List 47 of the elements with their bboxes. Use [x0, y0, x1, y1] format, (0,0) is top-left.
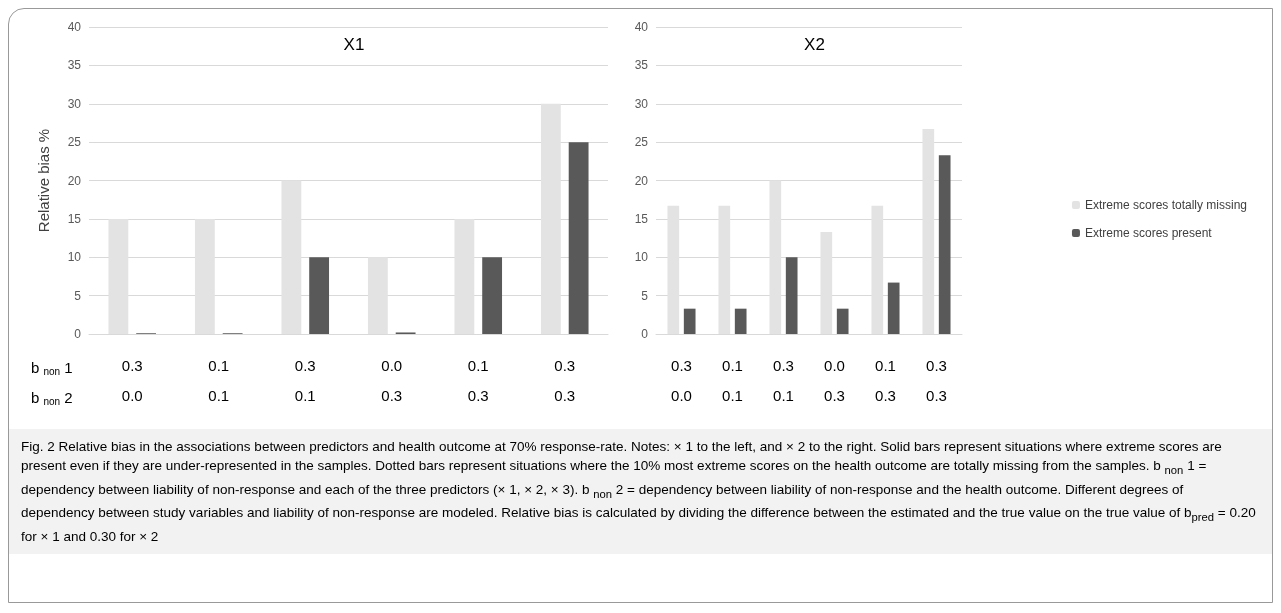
text: X1	[343, 35, 365, 54]
x-tick-label: 0.3 0.0	[671, 356, 692, 404]
x-tick-label: 0.0 0.3	[824, 356, 845, 404]
y-tick-label: 35	[67, 58, 82, 73]
y-tick-label: 5	[641, 288, 649, 303]
legend-label: Extreme scores present	[1084, 226, 1213, 240]
text: b non 1	[31, 359, 73, 377]
x-tick-label: 0.3 0.1	[773, 356, 794, 404]
x-tick-label: 0.1 0.3	[467, 356, 489, 404]
y-tick-label: 25	[67, 135, 82, 150]
y-tick-label: 20	[67, 173, 82, 188]
bar	[785, 257, 798, 334]
x-tick-label: 0.3 0.0	[121, 356, 143, 404]
bar	[938, 155, 951, 334]
x-tick-label: 0.3 0.1	[294, 356, 316, 404]
bar	[568, 142, 589, 334]
bar	[309, 257, 330, 334]
x-tick-label: 0.1 0.1	[722, 356, 743, 404]
bar	[683, 308, 696, 334]
y-tick-label: 30	[634, 96, 649, 111]
y-tick-label: 20	[634, 173, 649, 188]
y-tick-label: 40	[67, 20, 82, 34]
text: Fig. 2 Relative bias in the associations between predictors and health outcome at 70% response-rate. Notes: × 1 to the left, and × 2 to the right. Solid bars represent situations where extreme scores are present even if they are under-represented in the samples. Dotted bars represent situations where the 10% most extreme scores on the health outcome are totally missing from the samples. b $_{non}$ 1 = dependency between liability of non-response and each of the three predictors (× 1, × 2, × 3). b $_{non}$ 2 = dependency between liability of non-response and the health outcome. Different degrees of dependency between study variables and liability of non-response are modeled. Relative bias is calculated by dividing the difference between the estimated and the true value on the true value of b$_{pred}$ = 0.20 for × 1 and 0.30 for × 2	[21, 439, 1256, 545]
y-tick-label: 10	[634, 250, 649, 265]
y-tick-label: 30	[67, 96, 82, 111]
y-tick-label: 35	[634, 58, 649, 73]
bar	[482, 257, 503, 334]
x-tick-label: 0.3 0.3	[926, 356, 947, 404]
bar	[836, 308, 849, 334]
y-tick-label: 40	[634, 20, 649, 34]
y-tick-label: 10	[67, 250, 82, 265]
text: b non 2	[31, 389, 73, 407]
x-tick-label: 0.0 0.3	[381, 356, 403, 404]
bar	[734, 308, 747, 334]
y-tick-label: 0	[74, 327, 82, 341]
x-tick-label: 0.3 0.3	[554, 356, 576, 404]
y-tick-label: 0	[641, 327, 649, 341]
legend-label: Extreme scores totally missing	[1084, 198, 1247, 212]
y-tick-label: 15	[67, 211, 82, 226]
y-tick-label: 5	[74, 288, 82, 303]
bar	[887, 282, 900, 334]
text: X2	[804, 35, 825, 54]
x-tick-label: 0.1 0.1	[208, 356, 230, 404]
y-tick-label: 15	[634, 211, 649, 226]
x-tick-label: 0.1 0.3	[875, 356, 896, 404]
y-axis-title: Relative bias %	[35, 128, 52, 233]
y-tick-label: 25	[634, 135, 649, 150]
